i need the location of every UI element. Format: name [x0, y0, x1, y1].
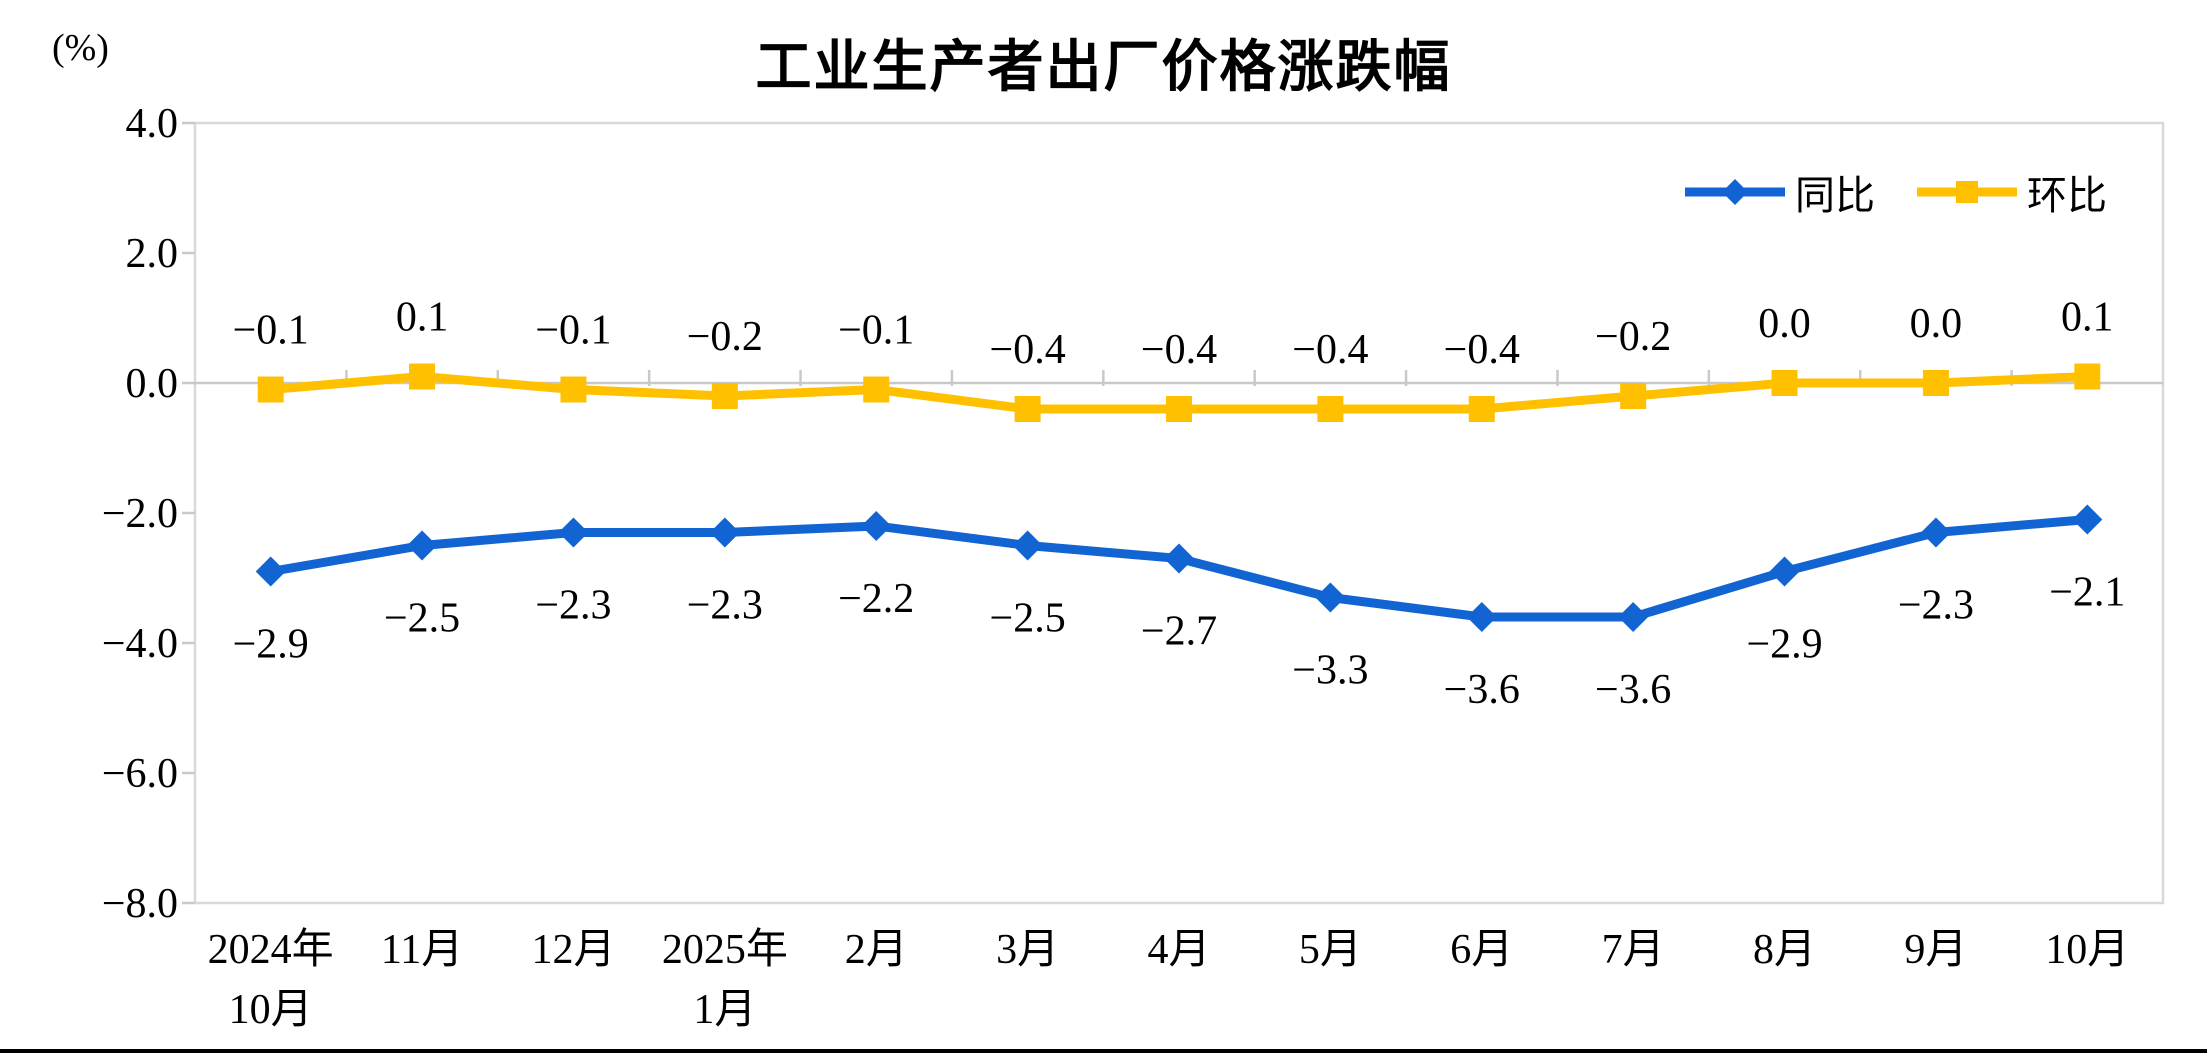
x-axis-tick-label: 1月: [693, 987, 756, 1033]
y-axis-tick-label: 0.0: [126, 361, 179, 407]
data-label-同比: −3.6: [1595, 667, 1671, 713]
legend-label-tongbi: 同比: [1795, 173, 1875, 218]
diamond-marker-icon: [2072, 504, 2103, 535]
data-label-同比: −3.3: [1292, 648, 1368, 694]
data-label-环比: −0.1: [838, 308, 914, 354]
bottom-divider-bar: [0, 1049, 2207, 1053]
data-label-环比: 0.0: [1758, 301, 1811, 347]
diamond-marker-icon: [1466, 602, 1497, 632]
x-axis-tick-label: 2025年: [662, 926, 788, 973]
y-axis-tick-label: −8.0: [102, 881, 178, 927]
chart-title: 工业生产者出厂价格涨跌幅: [755, 35, 1452, 98]
x-axis-tick-label: 8月: [1753, 927, 1816, 973]
data-label-同比: −2.3: [1898, 583, 1974, 629]
square-marker-icon: [1771, 370, 1798, 396]
square-marker-icon: [560, 376, 587, 403]
data-label-同比: −2.2: [838, 576, 914, 622]
data-label-环比: −0.1: [233, 308, 309, 354]
x-axis-tick-label: 9月: [1904, 927, 1967, 973]
legend: 同比 环比: [1683, 163, 2107, 221]
square-marker-icon: [1922, 370, 1949, 396]
square-marker-icon: [1014, 396, 1041, 422]
line-diamond-marker-icon: [1685, 179, 1785, 205]
y-axis-tick-label: −4.0: [102, 621, 178, 667]
diamond-marker-icon: [861, 511, 892, 541]
diamond-marker-icon: [558, 517, 589, 548]
data-label-环比: −0.2: [687, 314, 763, 360]
data-label-环比: −0.4: [990, 327, 1066, 373]
square-marker-icon: [863, 376, 890, 403]
data-label-同比: −2.3: [535, 583, 611, 629]
data-label-同比: −2.9: [233, 622, 309, 668]
data-label-同比: −2.1: [2049, 570, 2125, 616]
data-label-同比: −3.6: [1444, 667, 1520, 713]
y-axis-tick-label: −6.0: [102, 751, 178, 797]
data-label-环比: 0.1: [2061, 295, 2114, 341]
y-axis-tick-label: 2.0: [126, 231, 179, 277]
x-axis-tick-label: 2024年: [208, 926, 334, 973]
line-square-marker-icon: [1917, 181, 2017, 203]
data-label-环比: −0.4: [1141, 327, 1217, 373]
diamond-marker-icon: [1920, 517, 1951, 548]
data-label-环比: −0.1: [535, 308, 611, 354]
x-axis-tick-label: 11月: [381, 927, 463, 973]
data-label-环比: 0.0: [1910, 301, 1963, 347]
square-marker-icon: [711, 383, 738, 409]
x-axis-tick-label: 4月: [1147, 927, 1210, 973]
x-axis-tick-label: 2月: [845, 927, 908, 973]
data-label-环比: 0.1: [396, 295, 449, 341]
diamond-marker-icon: [709, 517, 740, 548]
diamond-marker-icon: [1012, 530, 1043, 561]
x-axis-tick-label: 10月: [2045, 927, 2129, 973]
x-axis-tick-label: 12月: [531, 927, 615, 973]
x-axis-tick-label: 6月: [1450, 927, 1513, 973]
legend-item-huanbi: 环比: [1915, 163, 2107, 221]
diamond-marker-icon: [1164, 543, 1194, 574]
data-label-同比: −2.3: [687, 583, 763, 629]
data-label-同比: −2.5: [990, 596, 1066, 642]
square-marker-icon: [1468, 396, 1495, 422]
diamond-marker-icon: [1769, 556, 1800, 587]
square-marker-icon: [409, 363, 436, 390]
square-marker-icon: [257, 376, 284, 403]
diamond-marker-icon: [255, 556, 286, 587]
legend-label-huanbi: 环比: [2027, 173, 2107, 218]
data-label-同比: −2.7: [1141, 609, 1217, 655]
data-label-同比: −2.9: [1746, 622, 1822, 668]
x-axis-tick-label: 7月: [1602, 927, 1665, 973]
diamond-marker-icon: [1618, 602, 1649, 632]
y-axis-tick-label: −2.0: [102, 491, 178, 537]
diamond-marker-icon: [407, 530, 438, 561]
diamond-marker-icon: [1315, 582, 1346, 613]
y-axis-tick-label: 4.0: [126, 101, 179, 147]
plot-area-border: [193, 121, 2165, 905]
data-label-环比: −0.4: [1444, 327, 1520, 373]
square-marker-icon: [2074, 363, 2101, 390]
data-label-环比: −0.2: [1595, 314, 1671, 360]
legend-item-tongbi: 同比: [1683, 163, 1875, 221]
data-label-环比: −0.4: [1292, 327, 1368, 373]
x-axis-tick-label: 3月: [996, 927, 1059, 973]
square-marker-icon: [1166, 396, 1192, 422]
square-marker-icon: [1620, 383, 1647, 409]
square-marker-icon: [1317, 396, 1344, 422]
y-axis-unit-label: (%): [52, 27, 109, 69]
data-label-同比: −2.5: [384, 596, 460, 642]
x-axis-tick-label: 10月: [229, 987, 313, 1033]
x-axis-tick-label: 5月: [1299, 927, 1362, 973]
